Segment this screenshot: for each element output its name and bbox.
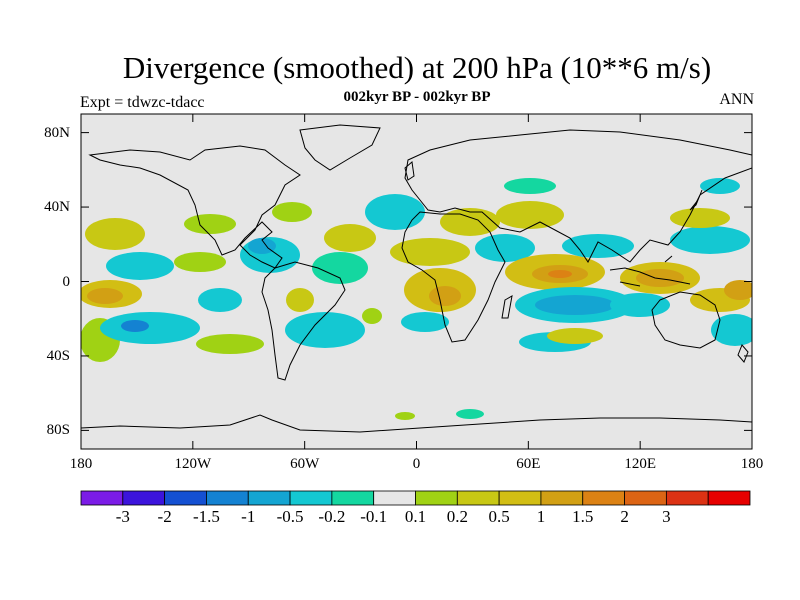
colorbar-label: 0.5	[488, 507, 510, 526]
indonesia-coast	[609, 255, 691, 287]
colorbar-box	[665, 490, 709, 506]
japan-coast	[689, 189, 703, 211]
colorbar-label: 1.5	[572, 507, 594, 526]
colorbar-box	[122, 490, 166, 506]
madagascar-coast	[501, 295, 513, 319]
divergence-field	[81, 178, 752, 420]
north-america-coast	[88, 145, 301, 269]
anomaly-blob	[636, 269, 684, 287]
anomaly-blob	[324, 224, 376, 252]
colorbar-box	[624, 490, 667, 506]
colorbar-box	[373, 490, 416, 506]
lon-label: 180	[69, 456, 93, 472]
lat-label: 80S	[46, 422, 70, 439]
anomaly-blob	[184, 214, 236, 234]
colorbar-label: -2	[157, 507, 172, 526]
colorbar-box	[206, 490, 249, 506]
colorbar-label: -0.5	[276, 507, 304, 526]
anomaly-blob	[248, 238, 276, 254]
new-zealand-coast	[737, 344, 749, 363]
lon-label: 180	[740, 456, 764, 472]
plot-title: Divergence (smoothed) at 200 hPa (10**6 …	[122, 50, 712, 85]
eurasia-coast	[404, 129, 752, 263]
africa-coast	[401, 211, 506, 343]
colorbar	[80, 490, 751, 506]
anomaly-blob	[496, 201, 564, 229]
anomaly-blob	[174, 252, 226, 272]
anomaly-blob	[390, 238, 470, 266]
anomaly-blob	[196, 334, 264, 354]
anomaly-blob	[670, 208, 730, 228]
anomaly-blob	[700, 178, 740, 194]
anomaly-blob	[429, 286, 461, 306]
anomaly-blob	[365, 194, 425, 230]
anomaly-blob	[106, 252, 174, 280]
anomaly-blob	[395, 412, 415, 420]
lon-label: 60E	[516, 456, 541, 472]
anomaly-blob	[548, 270, 572, 278]
colorbar-box	[498, 490, 542, 506]
colorbar-label: 1	[536, 507, 546, 526]
colorbar-box	[247, 490, 291, 506]
colorbar-label: -0.2	[318, 507, 346, 526]
colorbar-label: -3	[115, 507, 130, 526]
colorbar-box	[289, 490, 333, 506]
anomaly-blob	[272, 202, 312, 222]
colorbar-box	[80, 490, 124, 506]
lon-label: 120W	[174, 456, 212, 472]
anomaly-blob	[121, 320, 149, 332]
lat-label: 80N	[44, 124, 70, 141]
colorbar-label: -1.5	[192, 507, 220, 526]
colorbar-box	[582, 490, 625, 506]
plot-subtitle: 002kyr BP - 002kyr BP	[343, 89, 491, 105]
anomaly-blob	[535, 295, 615, 315]
season-label: ANN	[719, 91, 754, 108]
anomaly-blob	[724, 280, 752, 300]
anomaly-blob	[504, 178, 556, 194]
anomaly-blob	[401, 312, 449, 332]
lon-label: 60W	[290, 456, 320, 472]
anomaly-blob	[100, 312, 200, 344]
anomaly-blob	[312, 252, 368, 284]
colorbar-label: 2	[620, 507, 629, 526]
lon-label: 0	[412, 456, 421, 472]
anomaly-blob	[456, 409, 484, 419]
colorbar-box	[415, 490, 458, 506]
lat-label: 40N	[44, 199, 70, 216]
lat-label: 40S	[46, 347, 70, 364]
anomaly-blob	[711, 314, 752, 346]
anomaly-blob	[85, 218, 145, 250]
south-america-coast	[261, 261, 346, 381]
colorbar-box	[164, 490, 207, 506]
lon-label: 120E	[624, 456, 656, 472]
experiment-label: Expt = tdwzc-tdacc	[80, 94, 205, 111]
colorbar-label: -1	[241, 507, 256, 526]
greenland-coast	[299, 124, 381, 171]
colorbar-box	[456, 490, 500, 506]
coastlines	[81, 124, 752, 433]
anomaly-blob	[285, 312, 365, 348]
tick-marks	[80, 114, 753, 449]
anomaly-blob	[547, 328, 603, 344]
colorbar-box	[331, 490, 375, 506]
colorbar-label: 0.2	[446, 507, 468, 526]
lat-label: 0	[62, 273, 71, 290]
anomaly-blob	[610, 293, 670, 317]
anomaly-blob	[475, 234, 535, 262]
colorbar-label: 3	[662, 507, 671, 526]
anomaly-blob	[286, 288, 314, 312]
anomaly-blob	[198, 288, 242, 312]
antarctica-coast	[81, 414, 752, 433]
australia-coast	[651, 291, 721, 349]
uk-coast	[404, 161, 415, 181]
colorbar-label: -0.1	[360, 507, 388, 526]
colorbar-box	[540, 490, 584, 506]
anomaly-blob	[87, 288, 123, 304]
anomaly-blob	[362, 308, 382, 324]
colorbar-label: 0.1	[404, 507, 427, 526]
anomaly-blob	[670, 226, 750, 254]
colorbar-box	[707, 490, 751, 506]
anomaly-blob	[562, 234, 634, 258]
